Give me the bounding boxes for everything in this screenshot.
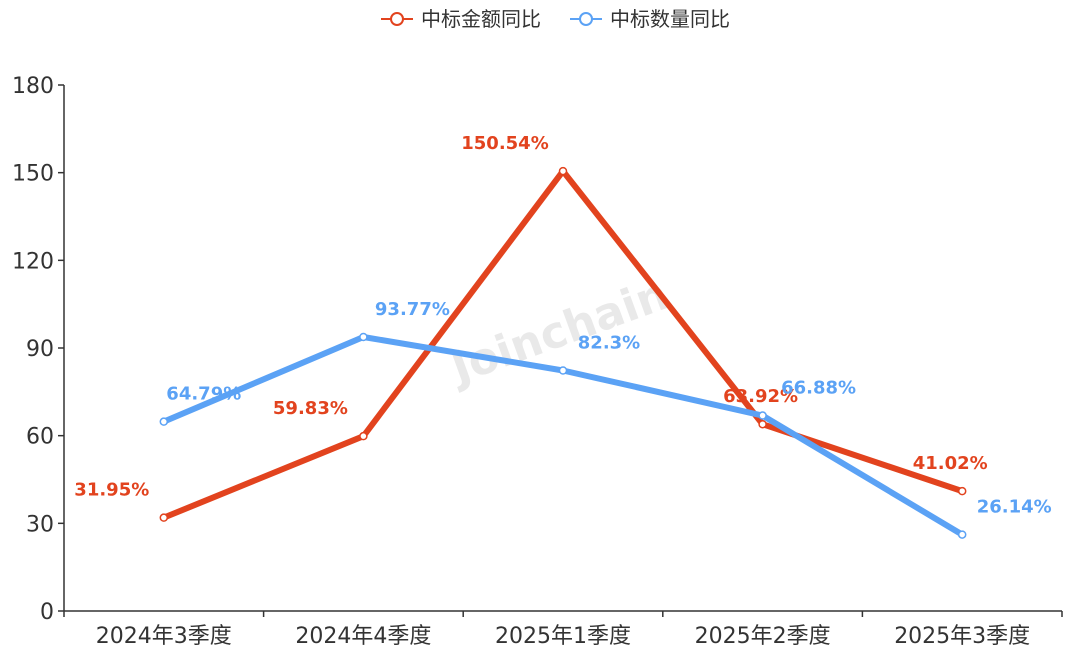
data-point <box>159 513 169 522</box>
data-label: 150.54% <box>461 133 549 154</box>
data-point <box>957 530 967 539</box>
data-label: 41.02% <box>913 453 988 474</box>
legend-label: 中标金额同比 <box>421 7 541 31</box>
data-point <box>957 486 967 496</box>
y-tick-label: 90 <box>26 337 54 362</box>
legend-item-1[interactable]: 中标数量同比 <box>570 7 730 31</box>
data-labels: 31.95% 59.83% 150.54% 63.92% 41.02% 64.79% 93.… <box>74 133 1051 518</box>
x-tick-label: 2024年3季度 <box>96 624 232 649</box>
legend-marker-icon <box>390 12 404 26</box>
data-label: 31.95% <box>74 480 149 501</box>
axes: 0 30 60 90 120 150 180 2024年3季度 2024年4季度 2025年1季度… <box>12 74 1063 649</box>
data-label: 26.14% <box>977 497 1052 518</box>
data-point <box>359 332 368 342</box>
data-label: 64.79% <box>166 384 241 405</box>
y-tick-label: 60 <box>26 425 54 450</box>
y-tick-label: 0 <box>40 600 54 625</box>
data-point <box>558 166 568 176</box>
y-tick-label: 30 <box>26 512 54 537</box>
y-tick-label: 150 <box>12 162 54 187</box>
data-label: 82.3% <box>578 333 640 354</box>
data-label: 66.88% <box>781 378 856 399</box>
data-label: 63.92% <box>723 386 798 407</box>
data-label: 93.77% <box>375 299 450 320</box>
data-point <box>359 431 368 441</box>
y-tick-label: 120 <box>12 249 54 274</box>
data-point <box>758 419 767 429</box>
data-label: 59.83% <box>273 398 348 419</box>
legend-marker-icon <box>579 12 593 26</box>
y-tick-label: 180 <box>12 74 54 99</box>
series-layer <box>159 166 967 539</box>
data-point <box>558 366 568 375</box>
legend: 中标金额同比 中标数量同比 <box>381 7 730 31</box>
data-point <box>758 411 767 420</box>
x-tick-label: 2025年3季度 <box>894 624 1030 649</box>
legend-item-0[interactable]: 中标金额同比 <box>381 7 541 31</box>
x-tick-label: 2024年4季度 <box>295 624 431 649</box>
legend-label: 中标数量同比 <box>610 7 730 31</box>
data-point <box>159 417 169 426</box>
x-tick-label: 2025年1季度 <box>495 624 631 649</box>
x-tick-label: 2025年2季度 <box>695 624 831 649</box>
